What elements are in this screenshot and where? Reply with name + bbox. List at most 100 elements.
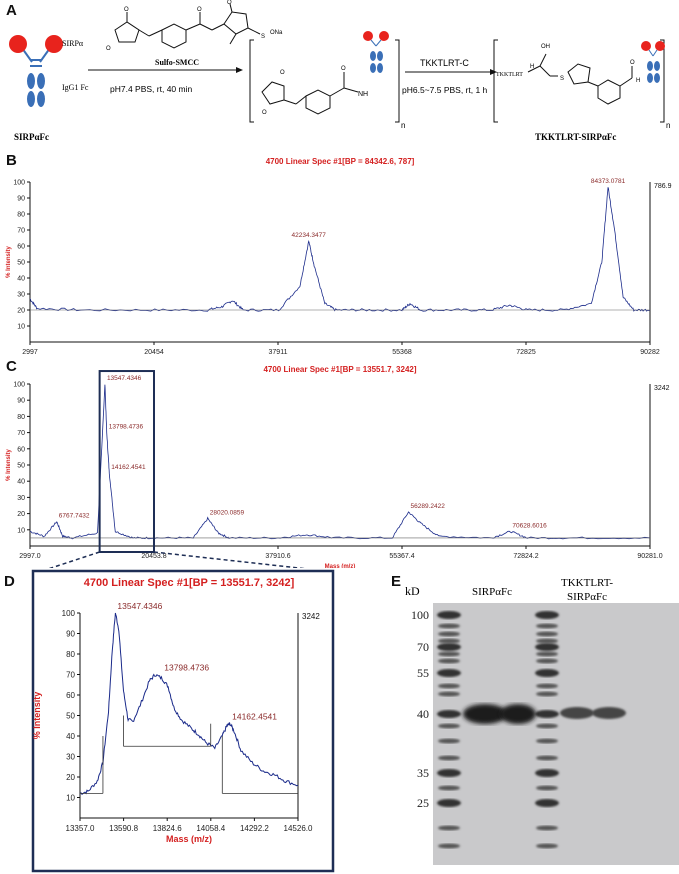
sirpafc-antibody-icon — [9, 35, 63, 107]
marker-band-right — [535, 799, 559, 807]
marker-band-right — [535, 643, 559, 651]
x-tick-label: 90281.0 — [637, 553, 662, 560]
chart-title: 4700 Linear Spec #1[BP = 13551.7, 3242] — [263, 365, 416, 374]
x-tick-label: 20453.8 — [141, 553, 166, 560]
y-tick-label: 100 — [62, 609, 76, 618]
peptide-chain: TKKTLRT — [496, 72, 523, 78]
x-axis-label: Mass (m/z) — [166, 834, 212, 844]
oxygen-atom: O — [106, 46, 111, 52]
oxygen-atom: O — [197, 7, 202, 13]
y-tick-label: 50 — [17, 462, 25, 469]
spectrum-chart-d: 4700 Linear Spec #1[BP = 13551.7, 3242] 3… — [31, 569, 335, 873]
x-tick-label: 14058.4 — [196, 824, 225, 833]
y-tick-label: 70 — [17, 227, 25, 234]
y-tick-label: 70 — [66, 670, 75, 679]
marker-band-left — [438, 843, 460, 849]
y-tick-label: 100 — [13, 381, 25, 388]
y-axis-label: % Intensity — [6, 449, 12, 481]
marker-band-right — [536, 638, 558, 644]
marker-band-left — [438, 738, 460, 744]
nh-label: H — [636, 78, 640, 84]
y-tick-label: 80 — [17, 211, 25, 218]
x-tick-label: 14292.2 — [240, 824, 269, 833]
panel-label-b: B — [6, 152, 17, 169]
antibody-icon — [641, 41, 665, 83]
peak-label: 56289.2422 — [411, 503, 446, 510]
marker-band-right — [536, 723, 558, 729]
y-tick-label: 10 — [17, 527, 25, 534]
marker-band-right — [535, 769, 559, 777]
marker-band-left — [437, 611, 461, 619]
x-tick-label: 72824.2 — [513, 553, 538, 560]
x-tick-label: 72825 — [516, 349, 536, 356]
y-tick-label: 10 — [66, 793, 75, 802]
y-tick-label: 60 — [17, 446, 25, 453]
oxygen-atom: O — [262, 110, 267, 116]
sodium-label: ONa — [270, 30, 283, 36]
peak-label: 13547.4346 — [117, 601, 162, 611]
y-tick-label: 70 — [17, 430, 25, 437]
marker-band-right — [536, 843, 558, 849]
marker-band-left — [437, 669, 461, 677]
right-axis-value: 3242 — [654, 385, 670, 392]
zoom-box — [98, 370, 155, 554]
band-conjugate-2 — [592, 707, 626, 719]
marker-band-left — [438, 755, 460, 761]
y-tick-label: 80 — [66, 650, 75, 659]
peak-label: 13547.4346 — [107, 375, 142, 382]
peak-label: 13798.4736 — [109, 424, 144, 431]
x-axis-label: Mass (m/z) — [325, 564, 356, 568]
sds-page-gel: kD SIRPαFc TKKTLRT- SIRPαFc 100 70 55 40 35 2… — [405, 577, 679, 865]
spectrum-chart-c: 4700 Linear Spec #1[BP = 13551.7, 3242] 3… — [6, 365, 670, 568]
marker-label: 70 — [417, 640, 429, 654]
panel-label-c: C — [6, 358, 17, 375]
lane-label-conjugate-line2: SIRPαFc — [567, 591, 607, 603]
panel-label-a: A — [6, 2, 17, 19]
marker-band-right — [536, 623, 558, 629]
marker-band-left — [438, 723, 460, 729]
x-tick-label: 90282 — [640, 349, 660, 356]
marker-band-right — [536, 658, 558, 664]
lane-label-sirpafc: SIRPαFc — [472, 586, 512, 598]
y-tick-label: 20 — [17, 307, 25, 314]
marker-band-left — [438, 691, 460, 697]
marker-band-right — [536, 755, 558, 761]
marker-band-right — [536, 825, 558, 831]
y-axis-label: % Intensity — [6, 246, 12, 278]
marker-band-left — [437, 799, 461, 807]
oxygen-atom: O — [227, 0, 232, 6]
product-structure — [527, 53, 633, 105]
oxygen-atom: O — [630, 60, 635, 66]
y-tick-label: 30 — [17, 495, 25, 502]
marker-band-left — [438, 631, 460, 637]
spectrum-line — [79, 612, 299, 795]
x-tick-label: 13357.0 — [66, 824, 95, 833]
y-tick-label: 50 — [17, 259, 25, 266]
zoom-connector — [153, 551, 306, 568]
sulfo-smcc-structure — [114, 3, 261, 49]
right-axis-value: 786.9 — [654, 183, 672, 190]
marker-band-left — [438, 651, 460, 657]
marker-band-right — [535, 710, 559, 718]
condition-1: pH7.4 PBS, rt, 40 min — [110, 84, 192, 94]
oxygen-atom: O — [124, 7, 129, 13]
y-tick-label: 40 — [17, 275, 25, 282]
marker-band-right — [536, 691, 558, 697]
y-tick-label: 30 — [17, 291, 25, 298]
y-tick-label: 20 — [66, 773, 75, 782]
marker-band-right — [536, 785, 558, 791]
condition-2: pH6.5~7.5 PBS, rt, 1 h — [402, 85, 488, 95]
band-sirpafc-2 — [500, 704, 536, 724]
x-tick-label: 55368 — [392, 349, 412, 356]
reaction-scheme: SIRPα IgG1 Fc SIRPαFc O O O O S ONa Sulf… — [9, 0, 670, 142]
marker-band-right — [536, 631, 558, 637]
repeat-n: n — [401, 121, 405, 130]
spectrum-line — [29, 384, 651, 540]
x-tick-label: 20454 — [144, 349, 164, 356]
x-tick-label: 2997 — [22, 349, 38, 356]
product-label: TKKTLRT-SIRPαFc — [535, 132, 616, 142]
chart-title: 4700 Linear Spec #1[BP = 84342.6, 787] — [266, 157, 415, 166]
y-tick-label: 40 — [66, 732, 75, 741]
oxygen-atom: O — [341, 66, 346, 72]
marker-band-left — [438, 825, 460, 831]
